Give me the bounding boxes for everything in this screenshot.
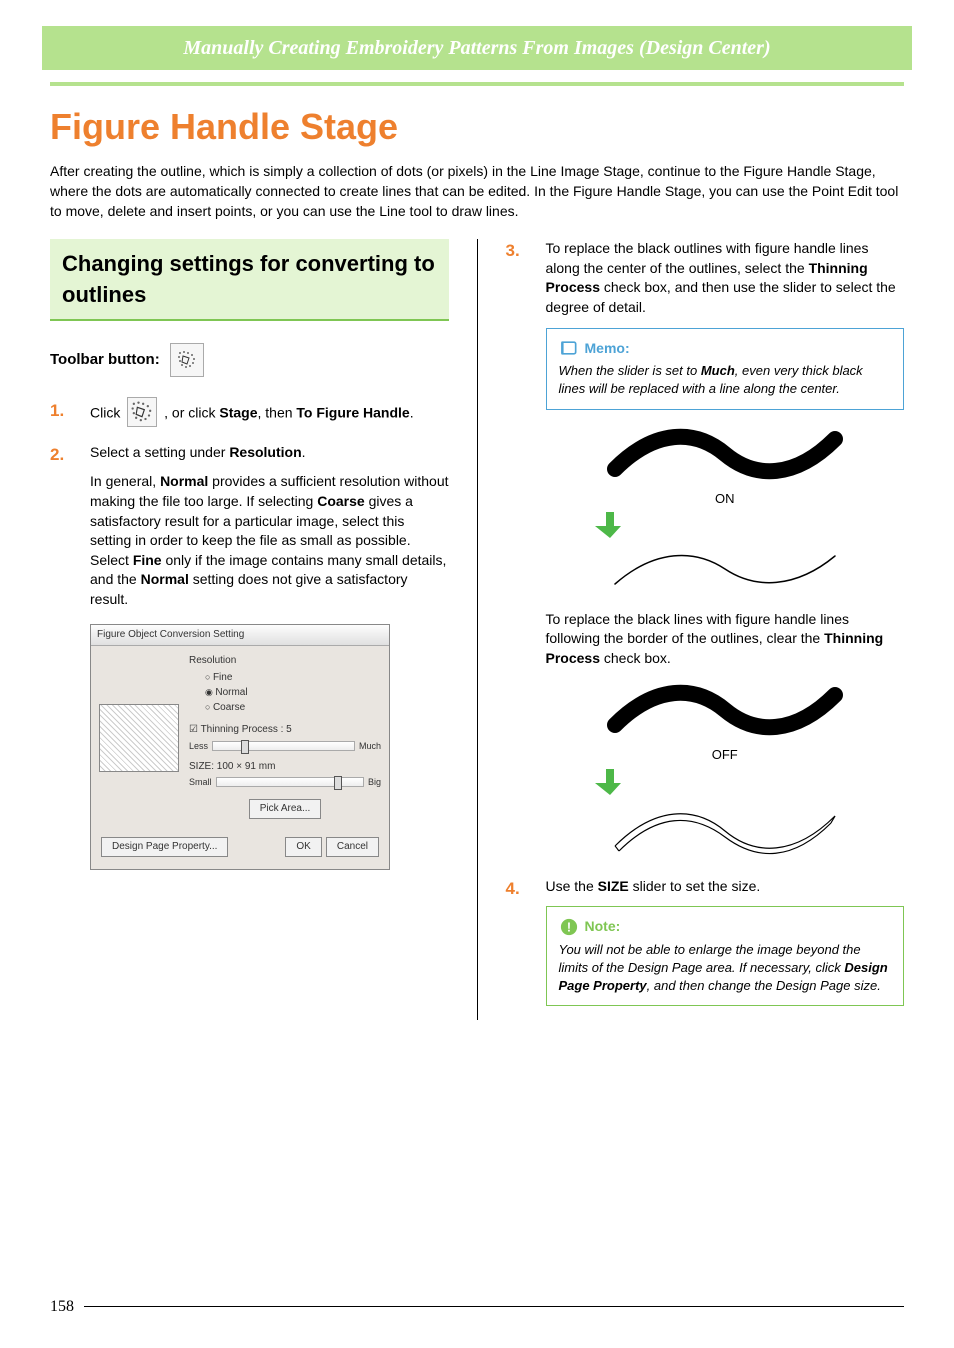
size-slider[interactable]	[216, 777, 364, 787]
step-1-text-d: .	[410, 404, 414, 420]
chapter-title: Manually Creating Embroidery Patterns Fr…	[58, 34, 896, 62]
step-1-stage: Stage	[219, 404, 257, 420]
thinning-on-figure: ON	[595, 424, 855, 594]
note-callout: ! Note: You will not be able to enlarge …	[546, 906, 905, 1006]
note-label: Note:	[585, 917, 621, 937]
figure-handle-inline-icon	[127, 397, 157, 427]
step-2: Select a setting under Resolution. In ge…	[50, 443, 449, 610]
step-1-text-c: , then	[257, 404, 296, 420]
memo-much: Much	[701, 363, 735, 378]
note-b: , and then change the Design Page size.	[647, 978, 881, 993]
resolution-group-label: Resolution	[189, 654, 381, 668]
design-page-property-button[interactable]: Design Page Property...	[101, 837, 228, 857]
size-label: SIZE: 100 × 91 mm	[189, 760, 381, 774]
page-title: Figure Handle Stage	[50, 102, 904, 152]
step-2-fine: Fine	[133, 552, 162, 568]
figure-handle-tool-icon	[170, 343, 204, 377]
header-rule	[50, 82, 904, 86]
intro-paragraph: After creating the outline, which is sim…	[50, 162, 904, 221]
step-4-a: Use the	[546, 878, 598, 894]
slider-less-label: Less	[189, 740, 208, 753]
step-2-coarse: Coarse	[317, 493, 364, 509]
memo-a: When the slider is set to	[559, 363, 701, 378]
step-2-text-b: .	[302, 444, 306, 460]
ok-button[interactable]: OK	[285, 837, 321, 857]
step-2-resolution: Resolution	[229, 444, 301, 460]
dialog-title: Figure Object Conversion Setting	[91, 625, 389, 646]
step-3: 3. To replace the black outlines with fi…	[506, 239, 905, 861]
slider-much-label: Much	[359, 740, 381, 753]
left-column: Changing settings for converting to outl…	[50, 239, 449, 1020]
step-2-normal: Normal	[160, 473, 208, 489]
right-column: 3. To replace the black outlines with fi…	[506, 239, 905, 1020]
memo-callout: Memo: When the slider is set to Much, ev…	[546, 328, 905, 410]
step-4-size: SIZE	[598, 878, 629, 894]
toolbar-label: Toolbar button:	[50, 349, 160, 370]
thinning-off-figure: OFF	[595, 680, 855, 860]
step-2-text-a: Select a setting under	[90, 444, 229, 460]
thinning-slider[interactable]	[212, 741, 355, 751]
step-1-text-a: Click	[90, 404, 124, 420]
radio-coarse[interactable]: Coarse	[189, 700, 381, 715]
off-label: OFF	[595, 746, 855, 764]
step-4-b: slider to set the size.	[629, 878, 761, 894]
chapter-header: Manually Creating Embroidery Patterns Fr…	[42, 26, 912, 70]
down-arrow-icon	[595, 510, 855, 540]
toolbar-button-row: Toolbar button:	[50, 343, 449, 377]
column-divider	[477, 239, 478, 1020]
step-3c-b: check box.	[600, 650, 671, 666]
step-3-number: 3.	[506, 239, 520, 263]
page-number: 158	[50, 1296, 74, 1318]
radio-normal[interactable]: Normal	[189, 685, 381, 700]
step-1-text-b: , or click	[164, 404, 219, 420]
memo-label: Memo:	[585, 339, 630, 359]
step-2-p1a: In general,	[90, 473, 160, 489]
step-2-normal2: Normal	[141, 571, 189, 587]
slider-small-label: Small	[189, 776, 212, 789]
thinning-checkbox[interactable]: Thinning Process : 5	[189, 723, 381, 737]
on-label: ON	[595, 490, 855, 508]
radio-fine[interactable]: Fine	[189, 670, 381, 685]
down-arrow-icon-2	[595, 767, 855, 797]
page-footer: 158	[50, 1296, 904, 1318]
step-4-number: 4.	[506, 877, 520, 901]
step-4: 4. Use the SIZE slider to set the size. …	[506, 877, 905, 1007]
conversion-dialog: Figure Object Conversion Setting Resolut…	[90, 624, 390, 870]
note-a: You will not be able to enlarge the imag…	[559, 942, 861, 975]
step-1: Click , or click Stage, then To Figure H…	[50, 399, 449, 429]
svg-text:!: !	[566, 921, 570, 935]
pick-area-button[interactable]: Pick Area...	[249, 799, 322, 819]
cancel-button[interactable]: Cancel	[326, 837, 379, 857]
dialog-preview	[99, 704, 179, 772]
section-heading: Changing settings for converting to outl…	[50, 239, 449, 321]
slider-big-label: Big	[368, 776, 381, 789]
step-3c-a: To replace the black lines with figure h…	[546, 611, 850, 647]
step-1-tofigure: To Figure Handle	[296, 404, 409, 420]
memo-icon	[559, 339, 579, 357]
note-icon: !	[559, 918, 579, 936]
